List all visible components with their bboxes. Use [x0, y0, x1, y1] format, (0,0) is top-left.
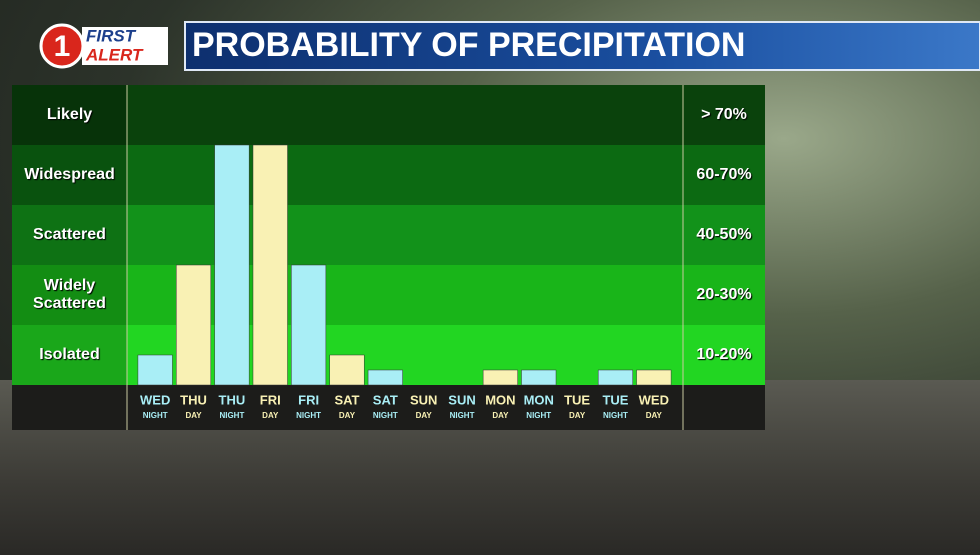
x-tick-label: SUN [410, 392, 437, 407]
x-tick-sublabel: DAY [416, 411, 433, 420]
x-tick-sublabel: NIGHT [373, 411, 398, 420]
bar [367, 369, 403, 386]
band [12, 265, 765, 325]
x-tick-label: SAT [334, 392, 359, 407]
x-tick-label: WED [140, 392, 170, 407]
bar [291, 264, 327, 386]
band [12, 85, 765, 145]
bar [329, 354, 365, 386]
x-tick-label: TUE [564, 392, 590, 407]
x-tick-sublabel: NIGHT [143, 411, 168, 420]
x-tick-label: MON [524, 392, 554, 407]
bar [176, 264, 212, 386]
x-tick-label: WED [639, 392, 669, 407]
band-range: 40-50% [696, 226, 752, 243]
band-label-cell [12, 145, 127, 205]
x-tick-sublabel: NIGHT [450, 411, 475, 420]
band [12, 145, 765, 205]
x-tick-sublabel: DAY [185, 411, 202, 420]
x-tick-label: SUN [448, 392, 475, 407]
x-tick-sublabel: DAY [339, 411, 356, 420]
chart-title: PROBABILITY OF PRECIPITATION [192, 26, 745, 64]
category-strip [12, 385, 765, 430]
x-tick-label: FRI [298, 392, 319, 407]
band-label: Widely Scattered [33, 277, 106, 312]
band-label-cell [12, 265, 127, 325]
x-tick-label: FRI [260, 392, 281, 407]
bar [482, 369, 518, 386]
band-label: Scattered [33, 226, 106, 243]
band-label: Widespread [24, 166, 115, 183]
band-label: Likely [46, 106, 93, 123]
band-label: Isolated [39, 346, 100, 363]
logo-number: 1 [54, 30, 71, 63]
bar [137, 354, 173, 386]
title-bar [184, 21, 980, 71]
x-tick-sublabel: NIGHT [603, 411, 628, 420]
logo-line2: ALERT [85, 45, 144, 64]
band-label-cell [12, 85, 127, 145]
band-range: 20-30% [696, 286, 752, 303]
band-label-cell [12, 205, 127, 265]
x-tick-sublabel: NIGHT [296, 411, 321, 420]
x-tick-sublabel: DAY [646, 411, 663, 420]
logo-box [82, 27, 168, 65]
x-tick-label: MON [485, 392, 515, 407]
x-tick-label: THU [180, 392, 207, 407]
bar [597, 369, 633, 386]
band-label-cell [12, 325, 127, 385]
x-tick-label: THU [219, 392, 246, 407]
band-range: 60-70% [696, 166, 752, 183]
x-tick-sublabel: NIGHT [219, 411, 244, 420]
band-range: > 70% [701, 106, 747, 123]
x-tick-label: TUE [602, 392, 628, 407]
x-tick-sublabel: NIGHT [526, 411, 551, 420]
bar [252, 144, 288, 386]
x-tick-sublabel: DAY [262, 411, 279, 420]
x-tick-label: SAT [373, 392, 398, 407]
bar [521, 369, 557, 386]
bar [214, 144, 250, 386]
bar [636, 369, 672, 386]
logo-line1: FIRST [86, 26, 137, 45]
x-tick-sublabel: DAY [569, 411, 586, 420]
band [12, 205, 765, 265]
band-range: 10-20% [696, 346, 752, 363]
x-tick-sublabel: DAY [492, 411, 509, 420]
